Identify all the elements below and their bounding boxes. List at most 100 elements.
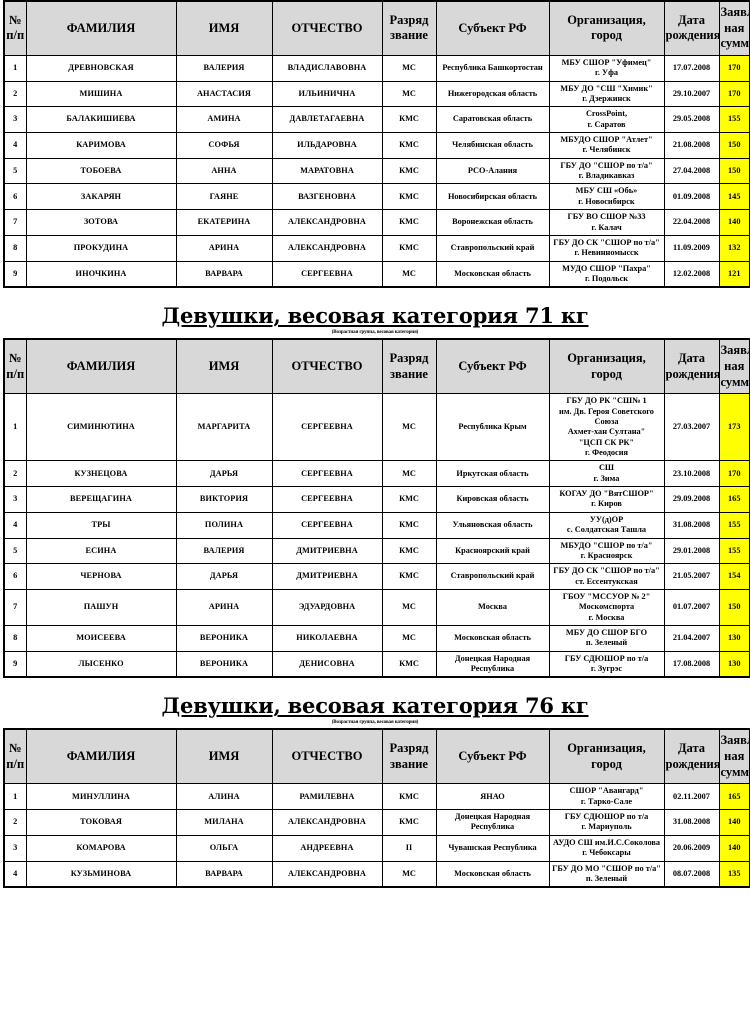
cell-subject: Москва xyxy=(435,588,550,627)
cell-subject: Ульяновская область xyxy=(435,511,550,539)
cell-number: 3 xyxy=(3,486,27,513)
cell-birthdate: 22.04.2008 xyxy=(663,209,720,236)
cell-birthdate: 01.09.2008 xyxy=(663,183,720,211)
cell-number: 6 xyxy=(3,183,27,211)
table-row: 2 ТОКОВАЯ МИЛАНА АЛЕКСАНДРОВНА КМС Донецкая Н… xyxy=(3,809,750,836)
cell-number: 9 xyxy=(3,260,27,288)
cell-patronymic: СЕРГЕЕВНА xyxy=(271,460,383,488)
organization-line: с. Солдатская Ташла xyxy=(566,525,647,535)
cell-birthdate: 27.04.2008 xyxy=(663,157,720,185)
cell-number: 5 xyxy=(3,157,27,185)
cell-firstname: МИЛАНА xyxy=(175,809,273,836)
cell-birthdate: 17.08.2008 xyxy=(663,650,720,678)
cell-declared-sum: 150 xyxy=(718,132,750,159)
cell-subject: Республика Башкортостан xyxy=(435,54,550,82)
cell-surname: ТОКОВАЯ xyxy=(25,809,177,836)
cell-declared-sum: 140 xyxy=(718,809,750,836)
cell-patronymic: СЕРГЕЕВНА xyxy=(271,511,383,539)
cell-number: 8 xyxy=(3,234,27,262)
cell-declared-sum: 132 xyxy=(718,234,750,262)
column-header-declared-sum: Заявленнаясумма xyxy=(718,338,750,395)
cell-organization: УУ(д)ОР с. Солдатская Ташла xyxy=(548,511,665,539)
cell-firstname: ВАРВАРА xyxy=(175,260,273,288)
cell-number: 3 xyxy=(3,834,27,862)
cell-organization: ГБУ ДО РК "СШ№ 1 им. Дв. Героя Советского… xyxy=(548,393,665,462)
table-row: 7 ПАШУН АРИНА ЭДУАРДОВНА МС Москва ГБОУ "МССУО… xyxy=(3,588,750,627)
section-heading: Девушки, весовая категория 76 кг (Возраст… xyxy=(2,693,748,725)
organization-line: г. Челябинск xyxy=(582,145,631,155)
cell-birthdate: 29.01.2008 xyxy=(663,537,720,565)
cell-declared-sum: 173 xyxy=(718,393,750,462)
cell-declared-sum: 155 xyxy=(718,106,750,134)
organization-line: п. Зеленый xyxy=(585,638,628,648)
column-header-surname: ФАМИЛИЯ xyxy=(25,728,177,785)
table-row: 5 ТОБОЕВА АННА МАРАТОВНА КМС РСО-Алания ГБУ ДО… xyxy=(3,157,750,185)
cell-rank: КМС xyxy=(381,132,437,159)
table-header-row: № п/п ФАМИЛИЯ ИМЯ ОТЧЕСТВО Разряд звание Субъек… xyxy=(3,728,750,785)
organization-line: им. Дв. Героя Советского Союза xyxy=(559,406,654,426)
cell-organization: ГБУ ДО "СШОР по т/а" г. Владикавказ xyxy=(548,157,665,185)
column-header-declared-line3: сумма xyxy=(720,374,750,389)
cell-surname: МИШИНА xyxy=(25,80,177,108)
table-row: 3 КОМАРОВА ОЛЬГА АНДРЕЕВНА II Чувашская Респу… xyxy=(3,834,750,862)
cell-birthdate: 21.04.2007 xyxy=(663,625,720,652)
table-row: 5 ЕСИНА ВАЛЕРИЯ ДМИТРИЕВНА КМС Красноярский к… xyxy=(3,537,750,565)
column-header-organization: Организация, город xyxy=(548,338,665,395)
column-header-patronymic: ОТЧЕСТВО xyxy=(271,728,383,785)
cell-subject: Донецкая Народная Республика xyxy=(435,650,550,678)
organization-line: МБУДО СШОР "Атлет" xyxy=(560,135,653,145)
column-header-birthdate-line1: Дата xyxy=(677,741,706,756)
column-header-rank-line1: Разряд xyxy=(389,741,429,756)
cell-declared-sum: 155 xyxy=(718,537,750,565)
cell-firstname: АРИНА xyxy=(175,234,273,262)
cell-firstname: МАРГАРИТА xyxy=(175,393,273,462)
cell-organization: СШОР "Авангард" г. Тарко-Сале xyxy=(548,783,665,811)
section-subtitle: (Возрастная группа, весовая категория) xyxy=(331,720,419,726)
cell-patronymic: ДАВЛЕТАГАЕВНА xyxy=(271,106,383,134)
cell-birthdate: 29.10.2007 xyxy=(663,80,720,108)
table-row: 1 МИНУЛЛИНА АЛИНА РАМИЛЕВНА КМС ЯНАО СШОР "Ава… xyxy=(3,783,750,811)
cell-organization: МБУ СШОР "Уфимец" г. Уфа xyxy=(548,54,665,82)
column-header-declared-line3: сумма xyxy=(720,36,750,51)
column-header-birthdate-line2: рождения xyxy=(665,756,719,771)
cell-number: 2 xyxy=(3,460,27,488)
table-row: 8 МОИСЕЕВА ВЕРОНИКА НИКОЛАЕВНА МС Московская … xyxy=(3,625,750,652)
cell-number: 6 xyxy=(3,563,27,590)
cell-firstname: ВАЛЕРИЯ xyxy=(175,54,273,82)
cell-subject: Воронежская область xyxy=(435,209,550,236)
cell-firstname: АМИНА xyxy=(175,106,273,134)
cell-firstname: ВЕРОНИКА xyxy=(175,625,273,652)
cell-organization: ГБОУ "МССУОР № 2" Москомспорта г. Москва xyxy=(548,588,665,627)
cell-declared-sum: 170 xyxy=(718,80,750,108)
column-header-number: № п/п xyxy=(3,338,27,395)
cell-organization: ГБУ ВО СШОР №33 г. Калач xyxy=(548,209,665,236)
column-header-declared-line1: Заявлен xyxy=(720,733,750,748)
cell-organization: МУДО СШОР "Пахра" г. Подольск xyxy=(548,260,665,288)
cell-firstname: ДАРЬЯ xyxy=(175,563,273,590)
table-row: 9 ЛЫСЕНКО ВЕРОНИКА ДЕНИСОВНА КМС Донецкая Нар… xyxy=(3,650,750,678)
table-row: 6 ЧЕРНОВА ДАРЬЯ ДМИТРИЕВНА КМС Ставропольский… xyxy=(3,563,750,590)
cell-firstname: ВАЛЕРИЯ xyxy=(175,537,273,565)
cell-number: 1 xyxy=(3,54,27,82)
table-row: 4 КУЗЬМИНОВА ВАРВАРА АЛЕКСАНДРОВНА МС Московс… xyxy=(3,860,750,888)
column-header-rank-line2: звание xyxy=(390,756,428,771)
cell-rank: КМС xyxy=(381,537,437,565)
cell-patronymic: АЛЕКСАНДРОВНА xyxy=(271,209,383,236)
cell-surname: ТРЫ xyxy=(25,511,177,539)
column-header-declared-line2: ная xyxy=(724,358,745,373)
cell-firstname: АНАСТАСИЯ xyxy=(175,80,273,108)
cell-patronymic: МАРАТОВНА xyxy=(271,157,383,185)
cell-rank: КМС xyxy=(381,563,437,590)
cell-number: 4 xyxy=(3,860,27,888)
cell-declared-sum: 170 xyxy=(718,460,750,488)
column-header-declared-line3: сумма xyxy=(720,764,750,779)
cell-declared-sum: 165 xyxy=(718,486,750,513)
cell-surname: КАРИМОВА xyxy=(25,132,177,159)
column-header-subject: Субъект РФ xyxy=(435,338,550,395)
cell-organization: СШ г. Зима xyxy=(548,460,665,488)
table-row: 9 ИНОЧКИНА ВАРВАРА СЕРГЕЕВНА МС Московская об… xyxy=(3,260,750,288)
organization-line: г. Зугрэс xyxy=(590,664,623,674)
column-header-number-line1: № xyxy=(8,351,22,366)
cell-declared-sum: 150 xyxy=(718,157,750,185)
spacer xyxy=(2,288,748,294)
